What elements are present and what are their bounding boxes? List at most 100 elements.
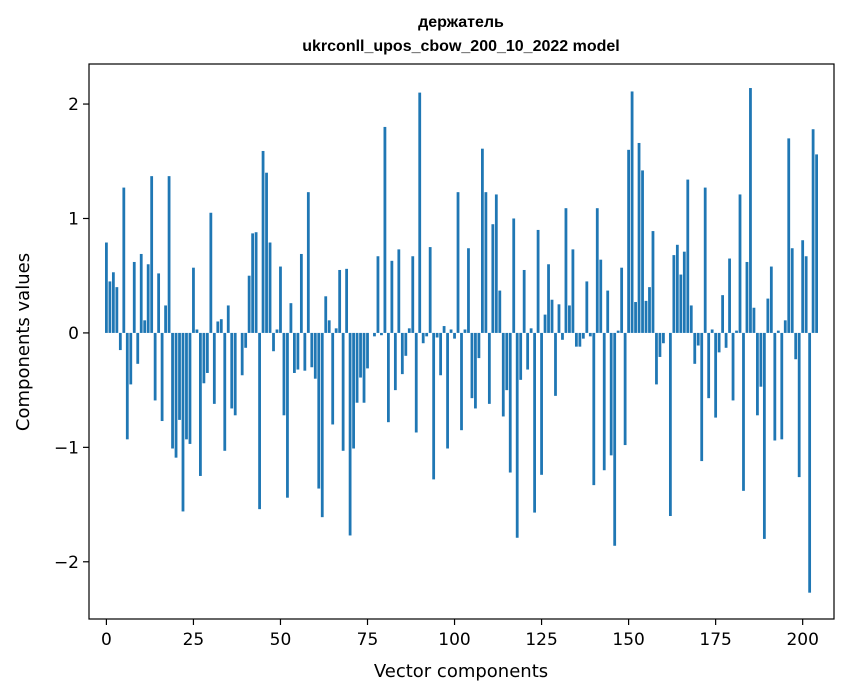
bar-199 [797,332,801,478]
bar-145 [609,332,613,456]
bar-126 [543,314,547,333]
bar-148 [620,267,624,333]
bar-29 [205,332,209,373]
bar-198 [794,332,798,360]
bar-41 [247,275,251,333]
bar-120 [522,269,526,333]
bar-61 [317,332,321,489]
bar-122 [529,328,533,333]
bar-104 [467,248,470,333]
bar-191 [769,266,773,333]
bar-152 [634,302,637,333]
x-tick-label-175: 175 [699,630,731,650]
bar-202 [808,332,812,593]
bar-200 [801,240,805,333]
bar-118 [515,332,519,538]
bar-75 [366,332,369,369]
bar-101 [456,192,460,333]
bar-68 [341,332,345,451]
x-tick-label-75: 75 [357,630,379,650]
bar-143 [602,332,606,471]
bar-74 [362,332,366,403]
bar-25 [192,267,195,333]
bar-116 [508,332,512,473]
bar-23 [185,332,188,440]
bar-174 [710,329,714,333]
bar-79 [380,332,383,336]
bar-95 [435,332,439,338]
bar-66 [334,328,338,333]
bar-178 [724,332,728,348]
bar-138 [585,281,589,333]
bar-185 [749,88,752,333]
bar-81 [387,332,390,423]
bar-176 [717,332,721,353]
bar-51 [282,332,286,416]
bar-149 [623,332,627,446]
x-tick-label-125: 125 [525,630,557,650]
bar-119 [519,332,523,380]
x-tick-label-50: 50 [270,630,292,650]
bar-125 [540,332,543,475]
bar-32 [216,321,220,333]
bar-57 [303,332,307,371]
bar-91 [421,332,425,344]
bar-43 [254,232,258,333]
bar-17 [164,305,167,333]
bar-189 [762,332,766,539]
bar-30 [209,212,213,333]
x-axis-label: Vector components [374,661,548,682]
bar-112 [494,194,498,333]
bar-136 [578,332,582,347]
y-tick-label--2: −2 [54,553,79,573]
bar-129 [554,332,557,396]
bar-115 [505,332,509,391]
y-tick-label--1: −1 [54,438,79,458]
bar-144 [606,290,610,333]
plot-area-frame [88,63,835,620]
bar-179 [728,258,731,333]
bar-169 [693,332,697,364]
bar-146 [613,332,617,546]
bar-62 [320,332,324,518]
bar-78 [376,256,380,333]
bar-33 [219,319,223,333]
bar-13 [150,176,154,333]
bar-121 [526,332,530,370]
bar-158 [655,332,658,385]
bar-92 [425,332,429,337]
bar-11 [143,320,147,333]
bar-69 [345,268,349,333]
bar-181 [735,330,738,333]
bar-165 [679,274,683,333]
bar-56 [299,253,303,333]
bar-107 [477,332,481,359]
x-axis: 0 25 50 75 100 125 150 175 200 [101,619,819,650]
chart-title: держатель [418,14,504,31]
bar-196 [787,138,791,333]
x-tick-label-25: 25 [183,630,205,650]
y-tick-label-0: 0 [68,324,79,344]
bar-9 [136,332,140,364]
bar-183 [742,332,745,491]
bar-182 [738,194,742,333]
bar-88 [411,256,415,333]
bar-64 [327,320,331,333]
y-axis: −2 −1 0 1 2 [54,95,89,573]
bar-39 [240,332,244,376]
bar-54 [293,332,296,373]
bar-187 [756,332,759,416]
bar-90 [418,92,422,333]
bar-175 [714,332,718,418]
bar-117 [512,218,516,333]
bar-67 [338,269,342,333]
bar-150 [627,149,630,333]
bar-131 [561,332,564,340]
bars-group [105,88,818,593]
bar-26 [195,329,199,333]
bar-19 [171,332,174,449]
bar-27 [199,332,202,476]
bar-171 [700,332,704,462]
